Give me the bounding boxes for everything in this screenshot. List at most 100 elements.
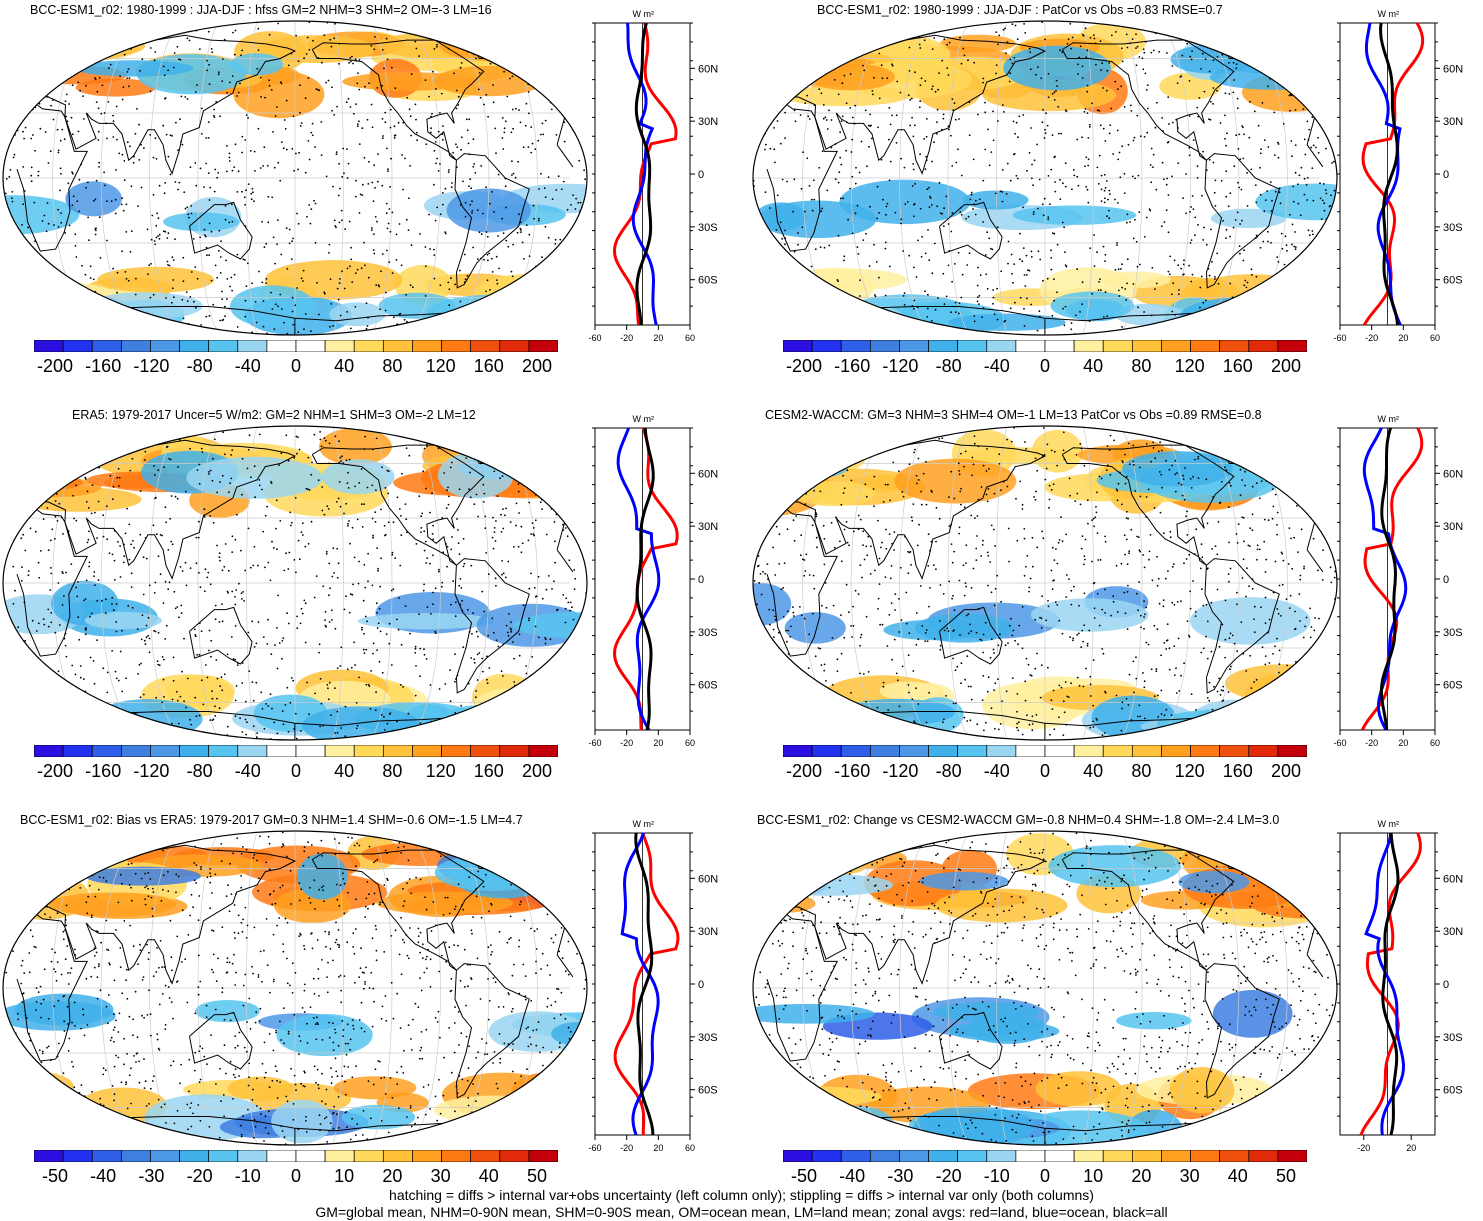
stipple-dot	[439, 112, 441, 114]
stipple-dot	[1150, 314, 1153, 317]
stipple-dot	[120, 447, 123, 450]
stipple-dot	[527, 146, 530, 149]
stipple-dot	[419, 233, 421, 235]
stipple-dot	[497, 645, 500, 648]
stipple-dot	[6, 132, 9, 135]
stipple-dot	[992, 302, 994, 305]
stipple-dot	[0, 115, 1, 117]
stipple-dot	[818, 88, 821, 91]
stipple-dot	[1253, 605, 1256, 608]
stipple-dot	[1287, 720, 1290, 723]
stipple-dot	[104, 708, 107, 711]
stipple-dot	[167, 155, 170, 158]
stipple-dot	[424, 265, 427, 268]
stipple-dot	[150, 238, 153, 241]
stipple-dot	[516, 432, 519, 435]
stipple-dot	[56, 440, 58, 442]
stipple-dot	[88, 239, 90, 242]
stipple-dot	[37, 170, 40, 173]
stipple-dot	[426, 443, 429, 446]
stipple-dot	[370, 68, 373, 71]
stipple-dot	[781, 304, 783, 307]
stipple-dot	[468, 185, 470, 188]
stipple-dot	[994, 545, 996, 547]
stipple-dot	[90, 703, 92, 706]
stipple-dot	[494, 540, 497, 542]
stipple-dot	[825, 606, 828, 609]
zonal-ocean-curve	[1364, 22, 1402, 326]
stipple-dot	[125, 331, 128, 333]
stipple-dot	[502, 527, 505, 530]
stipple-dot	[245, 733, 248, 736]
stipple-dot	[1157, 577, 1160, 580]
stipple-dot	[178, 439, 181, 441]
stipple-dot	[1030, 674, 1033, 677]
stipple-dot	[360, 267, 363, 270]
stipple-dot	[769, 31, 772, 34]
stipple-dot	[411, 286, 414, 289]
stipple-dot	[123, 160, 126, 162]
stipple-dot	[43, 480, 46, 483]
stipple-dot	[1206, 442, 1208, 445]
stipple-dot	[374, 187, 376, 189]
stipple-dot	[823, 669, 826, 672]
stipple-dot	[548, 694, 551, 697]
stipple-dot	[279, 179, 282, 182]
stipple-dot	[1195, 709, 1197, 711]
stipple-dot	[1241, 459, 1244, 461]
stipple-dot	[372, 448, 374, 451]
stipple-dot	[436, 45, 438, 48]
stipple-dot	[1294, 246, 1297, 249]
stipple-dot	[769, 207, 771, 209]
stipple-dot	[6, 529, 9, 531]
panel-2: BCC-ESM1_r02: 1980-1999 : JJA-DJF : PatC…	[745, 0, 1483, 390]
stipple-dot	[477, 635, 479, 638]
stipple-dot	[1071, 188, 1073, 191]
stipple-dot	[873, 294, 876, 296]
stipple-dot	[1244, 484, 1246, 487]
colorbar-tick-label: 80	[382, 356, 403, 376]
stipple-dot	[977, 113, 979, 116]
stipple-dot	[566, 18, 568, 19]
stipple-dot	[41, 296, 44, 299]
stipple-dot	[544, 196, 547, 199]
stipple-dot	[941, 59, 944, 62]
stipple-dot	[1250, 430, 1253, 432]
stipple-dot	[882, 685, 885, 688]
stipple-dot	[1167, 570, 1169, 572]
stipple-dot	[94, 198, 97, 201]
stipple-dot	[167, 69, 170, 72]
stipple-dot	[372, 536, 374, 539]
stipple-dot	[285, 148, 288, 151]
stipple-dot	[1311, 116, 1314, 119]
stipple-dot	[286, 332, 289, 335]
stipple-dot	[15, 733, 18, 736]
colorbar-swatch	[1015, 340, 1046, 352]
stipple-dot	[570, 204, 572, 206]
stipple-dot	[373, 48, 376, 51]
stipple-dot	[780, 64, 782, 66]
stipple-dot	[555, 694, 558, 696]
stipple-dot	[431, 112, 433, 115]
stipple-dot	[299, 741, 301, 743]
stipple-dot	[154, 474, 156, 476]
stipple-dot	[253, 546, 256, 548]
zonal-lat-label: 0	[1443, 169, 1449, 181]
stipple-dot	[442, 138, 444, 141]
stipple-dot	[261, 707, 264, 710]
stipple-dot	[1168, 123, 1170, 125]
panel-title: ERA5: 1979-2017 Uncer=5 W/m2: GM=2 NHM=1…	[72, 408, 476, 422]
stipple-dot	[544, 695, 547, 698]
stipple-dot	[1010, 440, 1013, 443]
stipple-dot	[500, 59, 503, 61]
stipple-dot	[1238, 733, 1241, 735]
stipple-dot	[378, 426, 381, 427]
stipple-dot	[1231, 47, 1233, 50]
stipple-dot	[540, 66, 542, 69]
stipple-dot	[541, 508, 543, 510]
stipple-dot	[1294, 144, 1297, 146]
stipple-dot	[515, 524, 517, 527]
stipple-dot	[183, 700, 186, 703]
stipple-dot	[42, 726, 45, 729]
stipple-dot	[1152, 153, 1155, 156]
